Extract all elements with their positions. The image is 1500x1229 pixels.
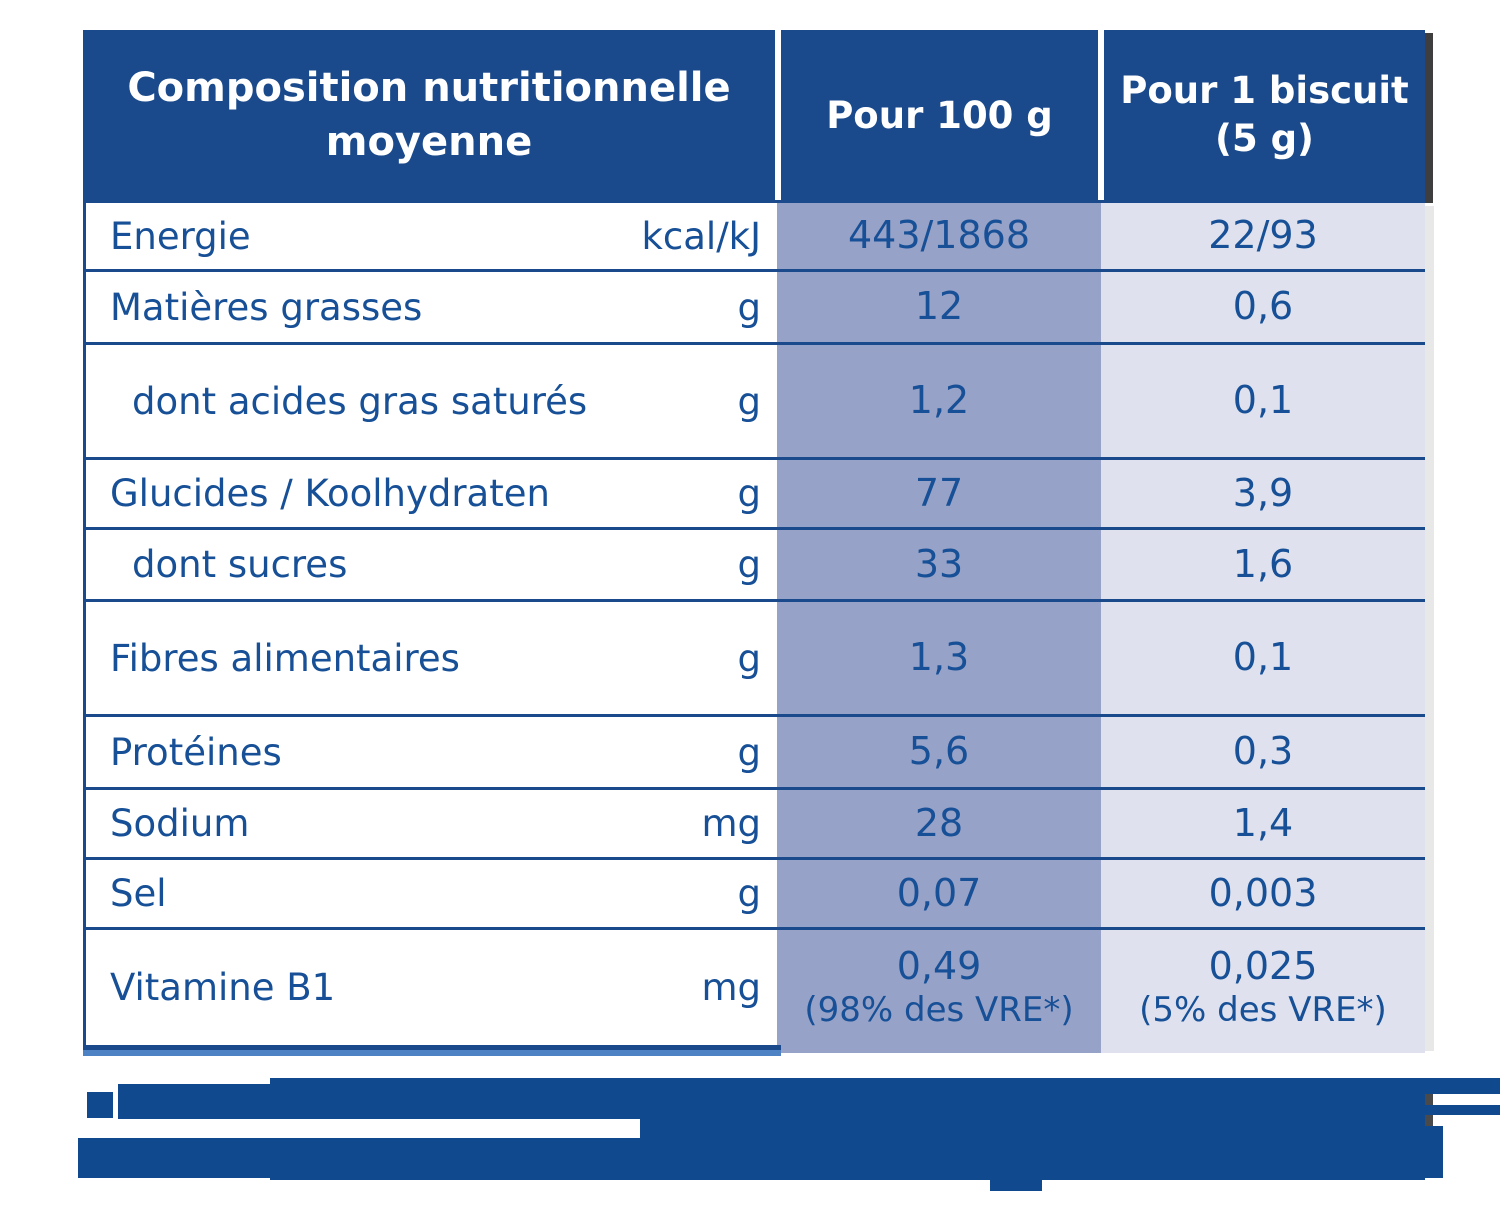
table-row: Glucides / Koolhydraten g 77 3,9 xyxy=(86,460,1425,530)
table-row: Energie kcal/kJ 443/1868 22/93 xyxy=(86,203,1425,272)
nutrient-label: Protéines xyxy=(110,730,282,774)
nutrient-label: Energie xyxy=(110,214,251,258)
redacted-gap xyxy=(95,1119,640,1138)
nutrient-label: Sodium xyxy=(110,802,250,845)
header-per-biscuit: Pour 1 biscuit (5 g) xyxy=(1104,30,1425,200)
nutrient-label: dont sucres xyxy=(132,543,348,586)
value-per-100g-main: 0,49 xyxy=(896,944,982,989)
per-biscuit-column-extension xyxy=(1101,1045,1425,1053)
nutrient-unit: g xyxy=(737,472,762,515)
value-per-biscuit: 0,1 xyxy=(1101,345,1425,457)
table-bottom-line xyxy=(83,1045,781,1050)
redacted-text-block xyxy=(1425,1126,1443,1178)
body-shadow xyxy=(1425,206,1434,1051)
header-composition: Composition nutritionnelle moyenne xyxy=(83,30,775,200)
table-bottom-accent xyxy=(83,1050,781,1056)
value-per-biscuit: 0,1 xyxy=(1101,602,1425,714)
nutrient-unit: mg xyxy=(701,966,761,1009)
nutrient-unit: g xyxy=(737,543,762,586)
header-per-biscuit-line1: Pour 1 biscuit xyxy=(1120,68,1409,112)
nutrient-unit: g xyxy=(737,872,762,915)
value-per-biscuit: 0,6 xyxy=(1101,272,1425,342)
value-per-biscuit: 1,4 xyxy=(1101,790,1425,857)
header-per-100g: Pour 100 g xyxy=(781,30,1098,200)
value-per-biscuit: 1,6 xyxy=(1101,530,1425,599)
value-per-biscuit: 3,9 xyxy=(1101,460,1425,527)
table-header: Composition nutritionnelle moyenne Pour … xyxy=(83,30,1425,200)
value-per-100g: 28 xyxy=(777,790,1101,857)
value-per-biscuit: 0,003 xyxy=(1101,860,1425,927)
value-per-100g-note: (98% des VRE*) xyxy=(804,989,1074,1030)
nutrient-label: dont acides gras saturés xyxy=(132,379,588,423)
nutrient-label: Glucides / Koolhydraten xyxy=(110,472,550,515)
redacted-text-block xyxy=(990,1178,1042,1191)
header-shadow xyxy=(1425,33,1433,203)
table-row: dont sucres g 33 1,6 xyxy=(86,530,1425,602)
value-per-100g: 1,3 xyxy=(777,602,1101,714)
value-per-biscuit-note: (5% des VRE*) xyxy=(1139,989,1387,1030)
nutrient-unit: g xyxy=(737,379,762,423)
redacted-text-block xyxy=(78,1138,278,1178)
redacted-text-block xyxy=(118,1084,278,1122)
value-per-biscuit: 22/93 xyxy=(1101,203,1425,269)
nutrient-label: Matières grasses xyxy=(110,285,423,329)
value-per-100g: 12 xyxy=(777,272,1101,342)
nutrient-unit: g xyxy=(737,636,762,680)
per-100g-column-extension xyxy=(777,1045,1101,1053)
header-per-biscuit-line2: (5 g) xyxy=(1215,117,1314,160)
nutrient-unit: g xyxy=(737,730,762,774)
table-row: Sel g 0,07 0,003 xyxy=(86,860,1425,930)
value-per-100g: 0,07 xyxy=(777,860,1101,927)
value-per-100g: 443/1868 xyxy=(777,203,1101,269)
table-row: Fibres alimentaires g 1,3 0,1 xyxy=(86,602,1425,717)
table-row: Protéines g 5,6 0,3 xyxy=(86,717,1425,790)
redacted-gap xyxy=(1433,1115,1500,1126)
value-per-100g: 5,6 xyxy=(777,717,1101,787)
redacted-gap xyxy=(1433,1094,1500,1105)
nutrient-unit: kcal/kJ xyxy=(641,214,761,258)
nutrient-unit: mg xyxy=(701,802,761,845)
nutrition-table: Composition nutritionnelle moyenne Pour … xyxy=(83,30,1434,1056)
nutrient-label: Fibres alimentaires xyxy=(110,636,460,680)
nutrient-unit: g xyxy=(737,285,762,329)
table-row: Matières grasses g 12 0,6 xyxy=(86,272,1425,345)
table-body: Energie kcal/kJ 443/1868 22/93 Matières … xyxy=(83,200,1425,1056)
table-row: Vitamine B1 mg 0,49 (98% des VRE*) 0,025… xyxy=(86,930,1425,1045)
table-row: dont acides gras saturés g 1,2 0,1 xyxy=(86,345,1425,460)
redacted-edge-mark xyxy=(1425,1115,1433,1126)
table-row: Sodium mg 28 1,4 xyxy=(86,790,1425,860)
value-per-100g: 33 xyxy=(777,530,1101,599)
value-per-100g: 1,2 xyxy=(777,345,1101,457)
value-per-biscuit-main: 0,025 xyxy=(1208,944,1318,989)
nutrient-label: Vitamine B1 xyxy=(110,966,336,1009)
value-per-100g: 77 xyxy=(777,460,1101,527)
value-per-100g: 0,49 (98% des VRE*) xyxy=(777,930,1101,1045)
value-per-biscuit: 0,025 (5% des VRE*) xyxy=(1101,930,1425,1045)
redacted-text-block xyxy=(87,1092,113,1118)
value-per-biscuit: 0,3 xyxy=(1101,717,1425,787)
nutrient-label: Sel xyxy=(110,872,167,915)
redacted-edge-mark xyxy=(1425,1094,1433,1105)
